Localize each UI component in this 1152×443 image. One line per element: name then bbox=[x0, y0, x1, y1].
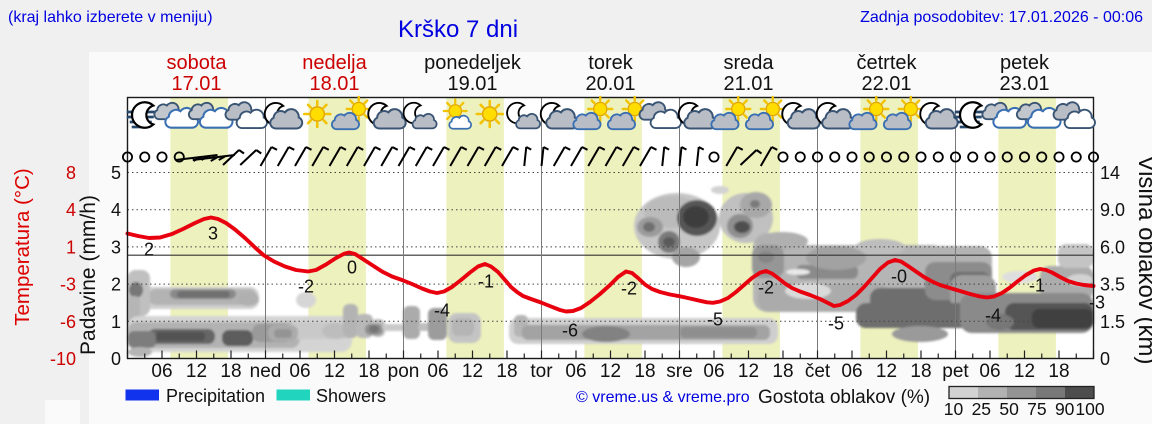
svg-text:18.01: 18.01 bbox=[309, 73, 359, 95]
svg-text:06: 06 bbox=[841, 361, 862, 382]
svg-text:Krško 7 dni: Krško 7 dni bbox=[398, 16, 518, 43]
svg-text:pon: pon bbox=[388, 361, 420, 382]
svg-text:23.01: 23.01 bbox=[999, 73, 1049, 95]
svg-text:torek: torek bbox=[588, 52, 633, 74]
svg-text:1.5: 1.5 bbox=[1100, 312, 1125, 332]
svg-text:90: 90 bbox=[1055, 399, 1075, 419]
svg-text:18: 18 bbox=[1048, 361, 1069, 382]
svg-text:12: 12 bbox=[600, 361, 621, 382]
svg-text:12: 12 bbox=[876, 361, 897, 382]
svg-text:-5: -5 bbox=[707, 310, 723, 330]
svg-text:četrtek: četrtek bbox=[856, 52, 917, 74]
svg-text:sreda: sreda bbox=[723, 52, 774, 74]
svg-text:Padavine (mm/h): Padavine (mm/h) bbox=[77, 195, 100, 355]
svg-text:3.5: 3.5 bbox=[1100, 275, 1125, 295]
svg-text:18: 18 bbox=[358, 361, 379, 382]
svg-text:-0: -0 bbox=[891, 267, 907, 287]
svg-text:0: 0 bbox=[1100, 349, 1110, 369]
svg-text:12: 12 bbox=[1014, 361, 1035, 382]
svg-text:-4: -4 bbox=[985, 306, 1001, 326]
svg-text:5: 5 bbox=[111, 163, 121, 183]
svg-text:petek: petek bbox=[1000, 52, 1050, 74]
svg-text:čet: čet bbox=[805, 361, 831, 382]
svg-text:© vreme.us & vreme.pro: © vreme.us & vreme.pro bbox=[576, 389, 750, 406]
svg-text:3: 3 bbox=[111, 237, 121, 257]
svg-text:8: 8 bbox=[66, 163, 76, 183]
svg-text:sobota: sobota bbox=[166, 52, 227, 74]
svg-text:21.01: 21.01 bbox=[723, 73, 773, 95]
svg-text:2: 2 bbox=[144, 240, 154, 260]
svg-text:-4: -4 bbox=[434, 301, 450, 321]
svg-text:-2: -2 bbox=[298, 277, 314, 297]
svg-text:06: 06 bbox=[289, 361, 310, 382]
svg-text:1: 1 bbox=[66, 237, 76, 257]
svg-text:18: 18 bbox=[772, 361, 793, 382]
svg-text:10: 10 bbox=[944, 399, 964, 419]
svg-text:Gostota oblakov (%): Gostota oblakov (%) bbox=[758, 387, 930, 408]
svg-text:-6: -6 bbox=[562, 321, 578, 341]
svg-text:20.01: 20.01 bbox=[585, 73, 635, 95]
svg-text:25: 25 bbox=[972, 399, 991, 419]
svg-text:-6: -6 bbox=[60, 312, 76, 332]
svg-text:ned: ned bbox=[250, 361, 282, 382]
svg-text:06: 06 bbox=[427, 361, 448, 382]
svg-text:06: 06 bbox=[151, 361, 172, 382]
svg-text:12: 12 bbox=[738, 361, 759, 382]
svg-text:nedelja: nedelja bbox=[302, 52, 367, 74]
svg-text:17.01: 17.01 bbox=[171, 73, 221, 95]
svg-text:2: 2 bbox=[111, 275, 121, 295]
svg-text:4: 4 bbox=[66, 200, 76, 220]
svg-text:ponedeljek: ponedeljek bbox=[424, 52, 522, 74]
svg-text:22.01: 22.01 bbox=[861, 73, 911, 95]
svg-text:18: 18 bbox=[220, 361, 241, 382]
svg-text:0: 0 bbox=[347, 258, 357, 278]
svg-text:18: 18 bbox=[910, 361, 931, 382]
svg-text:sre: sre bbox=[666, 361, 692, 382]
svg-text:18: 18 bbox=[634, 361, 655, 382]
svg-text:tor: tor bbox=[530, 361, 553, 382]
svg-text:12: 12 bbox=[462, 361, 483, 382]
svg-text:4: 4 bbox=[111, 200, 121, 220]
svg-text:3: 3 bbox=[208, 224, 218, 244]
svg-text:0: 0 bbox=[111, 349, 121, 369]
svg-text:12: 12 bbox=[186, 361, 207, 382]
svg-text:pet: pet bbox=[942, 361, 969, 382]
svg-text:14: 14 bbox=[1100, 163, 1120, 183]
svg-text:-3: -3 bbox=[60, 275, 76, 295]
svg-text:19.01: 19.01 bbox=[447, 73, 497, 95]
svg-text:Showers: Showers bbox=[316, 386, 386, 406]
svg-text:100: 100 bbox=[1075, 399, 1104, 419]
svg-text:06: 06 bbox=[565, 361, 586, 382]
svg-text:-3: -3 bbox=[1089, 293, 1105, 313]
svg-text:12: 12 bbox=[324, 361, 345, 382]
svg-text:Višina oblakov (km): Višina oblakov (km) bbox=[1133, 156, 1152, 365]
svg-text:(kraj lahko izberete v meniju): (kraj lahko izberete v meniju) bbox=[8, 9, 213, 26]
svg-text:50: 50 bbox=[999, 399, 1019, 419]
svg-text:Precipitation: Precipitation bbox=[166, 386, 265, 406]
svg-text:1: 1 bbox=[111, 312, 121, 332]
svg-text:Zadnja posodobitev: 17.01.2026: Zadnja posodobitev: 17.01.2026 - 00:06 bbox=[860, 9, 1143, 26]
svg-text:06: 06 bbox=[979, 361, 1000, 382]
svg-text:6.0: 6.0 bbox=[1100, 237, 1125, 257]
svg-text:-5: -5 bbox=[828, 314, 844, 334]
svg-text:06: 06 bbox=[703, 361, 724, 382]
svg-text:-1: -1 bbox=[1029, 276, 1045, 296]
svg-text:-2: -2 bbox=[621, 279, 637, 299]
svg-text:-10: -10 bbox=[50, 349, 76, 369]
svg-text:-2: -2 bbox=[758, 278, 774, 298]
svg-text:-1: -1 bbox=[478, 272, 494, 292]
svg-text:75: 75 bbox=[1027, 399, 1046, 419]
svg-text:18: 18 bbox=[496, 361, 517, 382]
svg-text:Temperatura (°C): Temperatura (°C) bbox=[11, 168, 34, 325]
svg-text:9.0: 9.0 bbox=[1100, 200, 1125, 220]
